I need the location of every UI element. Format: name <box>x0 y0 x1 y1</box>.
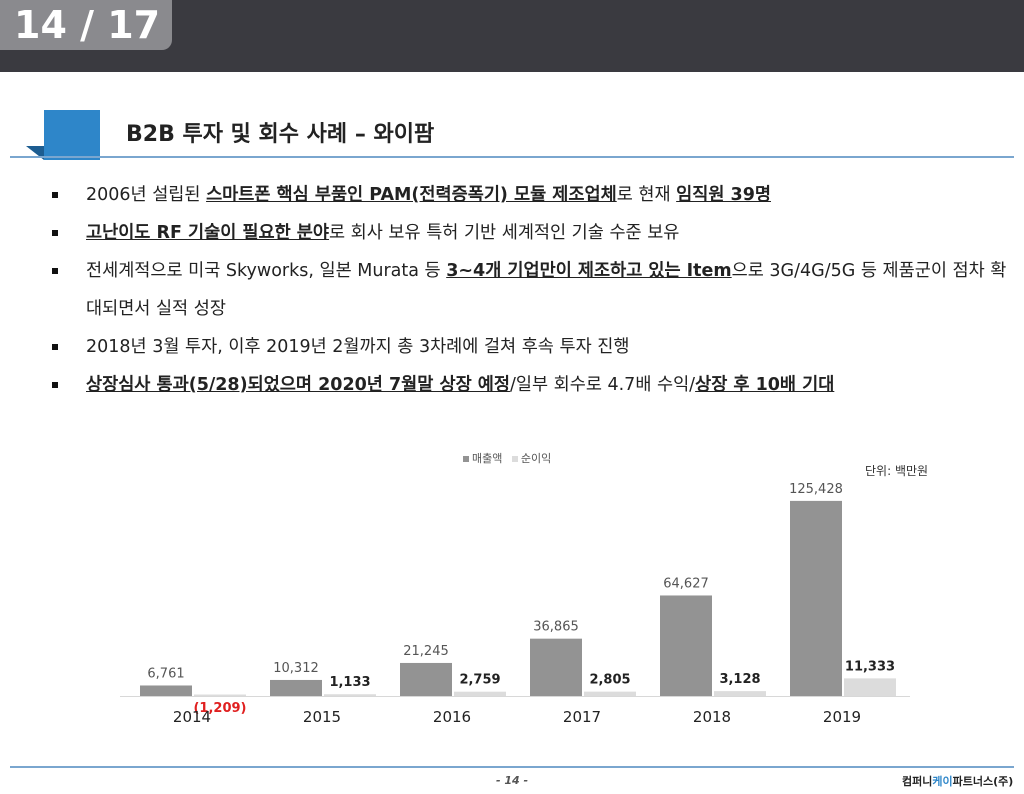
net-income-bar <box>454 691 506 696</box>
bullet-text: 로 현재 <box>616 185 677 205</box>
net-income-data-label: 1,133 <box>329 675 370 690</box>
bullet-emphasis: 스마트폰 핵심 부품인 PAM(전력증폭기) 모듈 제조업체 <box>206 185 617 205</box>
net-income-bar <box>844 678 896 696</box>
x-tick-label: 2016 <box>433 708 471 726</box>
footer-divider <box>10 766 1014 768</box>
top-bar: 14 / 17 <box>0 0 1024 72</box>
revenue-bar <box>530 638 582 696</box>
legend-label-revenue: 매출액 <box>472 452 503 465</box>
bullet-item: 전세계적으로 미국 Skyworks, 일본 Murata 등 3~4개 기업만… <box>48 252 1008 328</box>
bullet-emphasis: 3~4개 기업만이 제조하고 있는 Item <box>446 261 732 281</box>
slide: B2B 투자 및 회수 사례 – 와이팜 2006년 설립된 스마트폰 핵심 부… <box>0 72 1024 794</box>
bullet-text: 으로 3G/4G/5G 등 제품군이 점차 확대되면서 실적 성장 <box>86 261 1007 319</box>
revenue-bar <box>400 662 452 696</box>
net-income-bar <box>194 694 246 696</box>
legend-label-net-income: 순이익 <box>520 452 552 465</box>
revenue-data-label: 21,245 <box>403 644 449 659</box>
net-income-bar <box>714 691 766 696</box>
revenue-bar <box>790 500 842 696</box>
bullet-emphasis: 상장 후 10배 기대 <box>695 375 835 395</box>
title-divider <box>10 156 1014 158</box>
revenue-data-label: 10,312 <box>273 661 319 676</box>
slide-title: B2B 투자 및 회수 사례 – 와이팜 <box>126 122 435 147</box>
x-tick-label: 2017 <box>563 708 601 726</box>
legend-swatch-net-income <box>511 456 518 462</box>
bullet-text: /일부 회수로 4.7배 수익/ <box>509 375 696 395</box>
title-accent-block <box>26 110 100 160</box>
net-income-data-label: (1,209) <box>193 701 246 716</box>
net-income-bar <box>324 694 376 696</box>
company-name-accent: 케이 <box>932 775 953 788</box>
bullet-text: 2018년 3월 투자, 이후 2019년 2월까지 총 3차례에 걸쳐 후속 … <box>86 337 630 357</box>
bullet-text: 전세계적으로 미국 Skyworks, 일본 Murata 등 <box>86 261 447 281</box>
chart-legend: 매출액 순이익 <box>463 450 551 466</box>
revenue-data-label: 6,761 <box>147 666 184 681</box>
bullet-item: 2006년 설립된 스마트폰 핵심 부품인 PAM(전력증폭기) 모듈 제조업체… <box>48 176 1008 214</box>
bullet-emphasis: 고난이도 RF 기술이 필요한 분야 <box>86 223 329 243</box>
bullet-item: 고난이도 RF 기술이 필요한 분야로 회사 보유 특허 기반 세계적인 기술 … <box>48 214 1008 252</box>
net-income-data-label: 2,759 <box>459 673 500 688</box>
company-logo-text: 컴퍼니케이파트너스(주) <box>902 773 1013 789</box>
revenue-data-label: 64,627 <box>663 576 709 591</box>
bullet-emphasis: 상장심사 통과(5/28)되었으며 2020년 7월말 상장 예정 <box>86 375 510 395</box>
bullet-text: 2006년 설립된 <box>86 185 207 205</box>
legend-swatch-revenue <box>463 456 469 462</box>
revenue-data-label: 125,428 <box>789 482 843 497</box>
bullet-item: 2018년 3월 투자, 이후 2019년 2월까지 총 3차례에 걸쳐 후속 … <box>48 328 1008 366</box>
revenue-bar <box>660 595 712 696</box>
bar-chart-svg: 6,761 (1,209)2014 10,312 1,133 2015 21,245 2,7… <box>120 482 910 726</box>
net-income-bar <box>584 691 636 696</box>
net-income-data-label: 11,333 <box>845 659 895 674</box>
bullet-emphasis: 임직원 39명 <box>676 185 771 205</box>
net-income-data-label: 2,805 <box>589 673 630 688</box>
revenue-bar <box>140 685 192 696</box>
chart-unit-label: 단위: 백만원 <box>865 464 929 478</box>
revenue-bar <box>270 679 322 696</box>
net-income-data-label: 3,128 <box>719 672 760 687</box>
x-tick-label: 2019 <box>823 708 861 726</box>
bullet-item: 상장심사 통과(5/28)되었으며 2020년 7월말 상장 예정/일부 회수로… <box>48 366 1008 404</box>
revenue-data-label: 36,865 <box>533 620 579 635</box>
x-tick-label: 2015 <box>303 708 341 726</box>
x-tick-label: 2018 <box>693 708 731 726</box>
revenue-chart: 매출액 순이익 단위: 백만원 6,761 (1,209) 2014 10,312 1,… <box>120 446 970 746</box>
company-name-part: 컴퍼니 <box>902 775 933 788</box>
page-counter: 14 / 17 <box>0 0 172 50</box>
footer-page-number: - 14 - <box>496 774 529 787</box>
bullet-list: 2006년 설립된 스마트폰 핵심 부품인 PAM(전력증폭기) 모듈 제조업체… <box>48 176 1008 404</box>
company-name-part: 파트너스(주) <box>952 775 1014 788</box>
x-tick-label: 2014 <box>173 708 211 726</box>
bullet-text: 로 회사 보유 특허 기반 세계적인 기술 수준 보유 <box>329 223 680 243</box>
